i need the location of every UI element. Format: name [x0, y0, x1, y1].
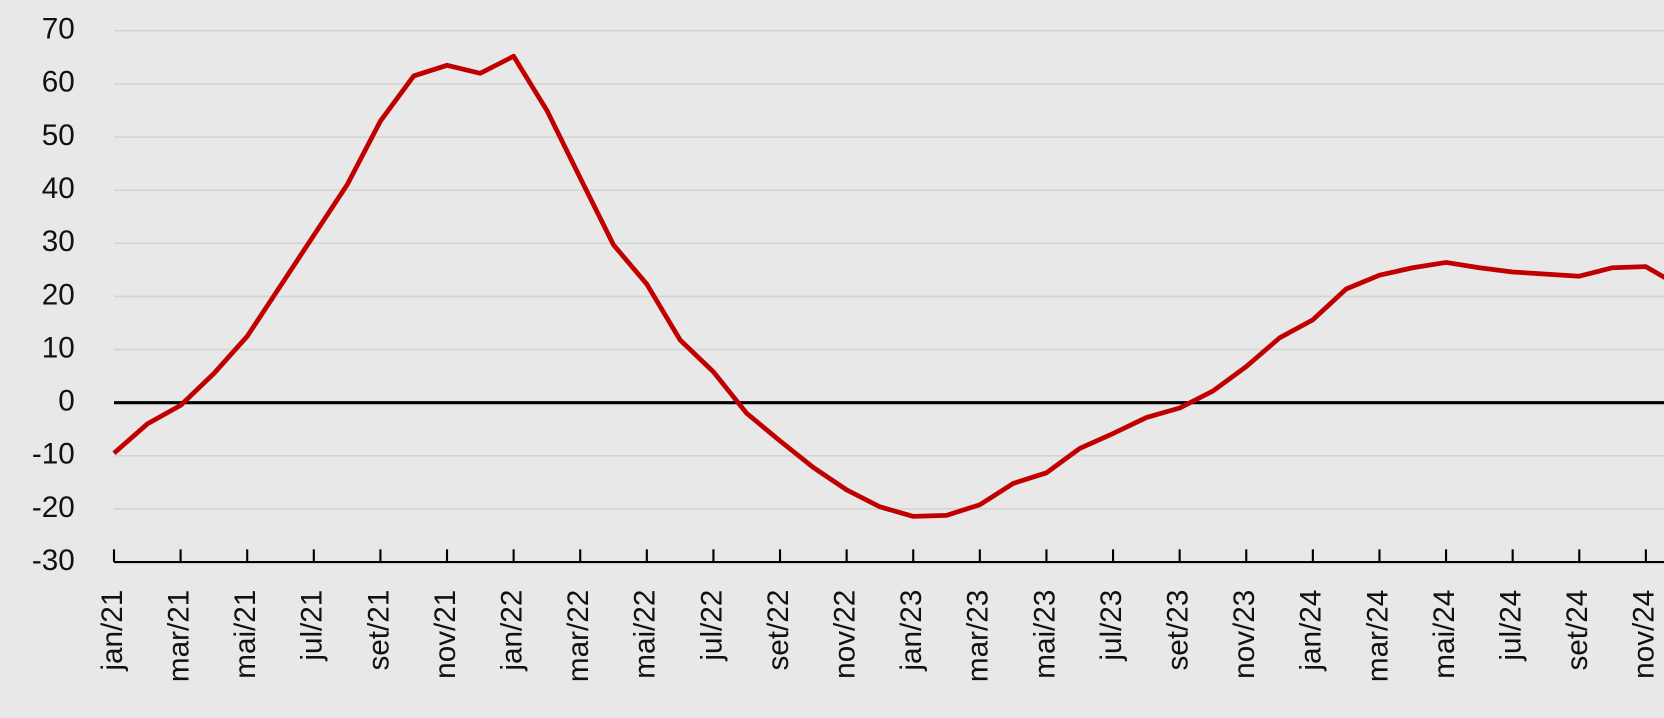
- x-tick-label: jul/22: [695, 590, 728, 662]
- y-tick-label: 60: [42, 66, 75, 99]
- x-tick-label: mai/22: [629, 590, 662, 679]
- y-tick-label: 70: [42, 13, 75, 46]
- x-tick-label: set/24: [1561, 590, 1594, 671]
- y-tick-label: 30: [42, 225, 75, 258]
- x-tick-label: mar/22: [562, 590, 595, 682]
- x-tick-label: jan/22: [495, 590, 528, 672]
- x-tick-label: nov/24: [1628, 590, 1661, 679]
- y-tick-label: 10: [42, 331, 75, 364]
- x-tick-label: jan/21: [96, 590, 129, 672]
- y-tick-label: 0: [58, 385, 75, 418]
- x-tick-label: mar/24: [1361, 590, 1394, 682]
- x-tick-label: mai/21: [229, 590, 262, 679]
- x-tick-label: jan/23: [895, 590, 928, 672]
- y-tick-label: -20: [32, 491, 75, 524]
- x-tick-label: mai/23: [1028, 590, 1061, 679]
- x-tick-label: mai/24: [1428, 590, 1461, 679]
- x-tick-label: set/21: [362, 590, 395, 671]
- x-tick-label: mar/21: [162, 590, 195, 682]
- y-tick-label: 20: [42, 278, 75, 311]
- x-tick-label: nov/21: [429, 590, 462, 679]
- x-tick-label: mar/23: [962, 590, 995, 682]
- y-tick-label: 50: [42, 119, 75, 152]
- x-tick-label: jan/24: [1295, 590, 1328, 672]
- x-tick-label: nov/23: [1228, 590, 1261, 679]
- x-tick-label: set/22: [762, 590, 795, 671]
- x-tick-label: nov/22: [828, 590, 861, 679]
- x-tick-label: jul/23: [1095, 590, 1128, 662]
- y-tick-label: 40: [42, 172, 75, 205]
- x-tick-label: set/23: [1161, 590, 1194, 671]
- x-tick-label: jul/21: [296, 590, 329, 662]
- x-tick-label: jul/24: [1495, 590, 1528, 662]
- y-tick-label: -30: [32, 544, 75, 577]
- data-line: [112, 53, 1664, 519]
- y-tick-label: -10: [32, 438, 75, 471]
